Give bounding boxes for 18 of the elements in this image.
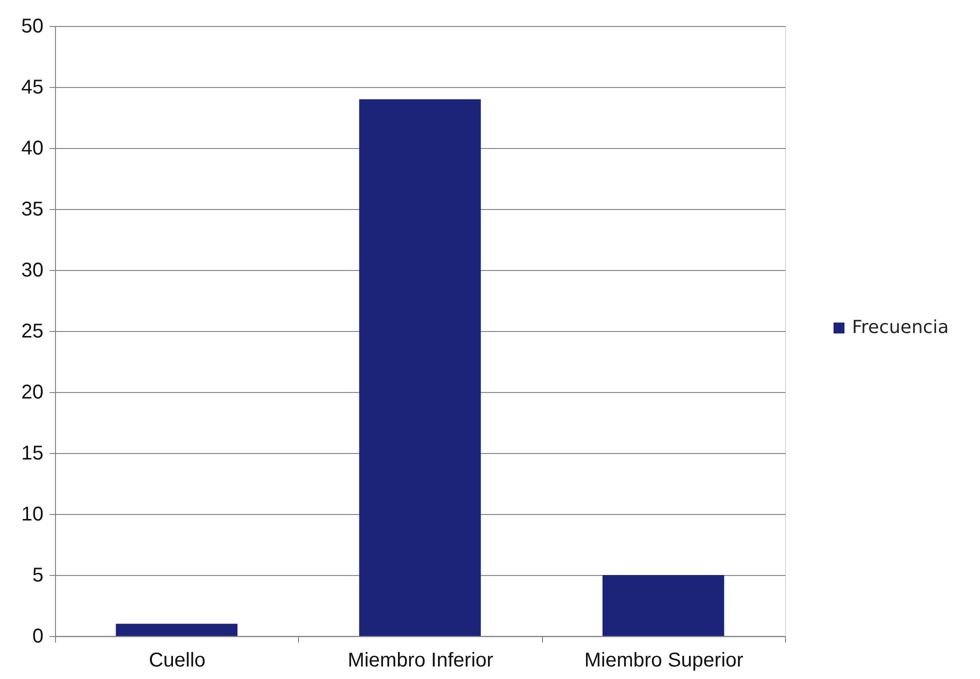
y-tick-label: 10 [21,504,44,526]
y-tick-label: 0 [32,626,44,648]
y-tick-label: 50 [21,16,44,38]
y-tick-label: 45 [21,76,44,98]
y-tick-label: 5 [32,564,44,586]
bar [116,624,238,636]
x-tick-label: Miembro Superior [584,650,744,672]
y-tick-label: 35 [21,198,44,220]
y-tick-label: 20 [21,382,44,404]
x-tick-label: Cuello [148,650,206,672]
y-tick-label: 30 [21,260,44,282]
x-tick-label: Miembro Inferior [348,650,494,672]
y-tick-label: 25 [21,320,44,342]
legend-label: Frecuencia [852,317,949,338]
y-tick-label: 15 [21,442,44,464]
bar [359,99,481,636]
bar [602,575,724,636]
y-tick-label: 40 [21,138,44,160]
